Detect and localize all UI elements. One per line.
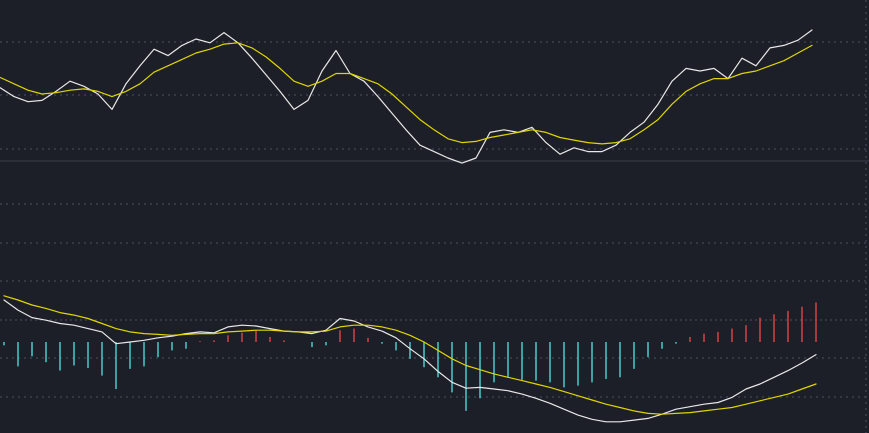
bottom-slow-line bbox=[3, 295, 817, 415]
top-slow-line bbox=[0, 42, 813, 145]
top-fast-line bbox=[0, 29, 813, 164]
series-lines bbox=[0, 29, 817, 423]
bottom-fast-line bbox=[3, 299, 817, 423]
macd-histogram bbox=[3, 302, 817, 411]
